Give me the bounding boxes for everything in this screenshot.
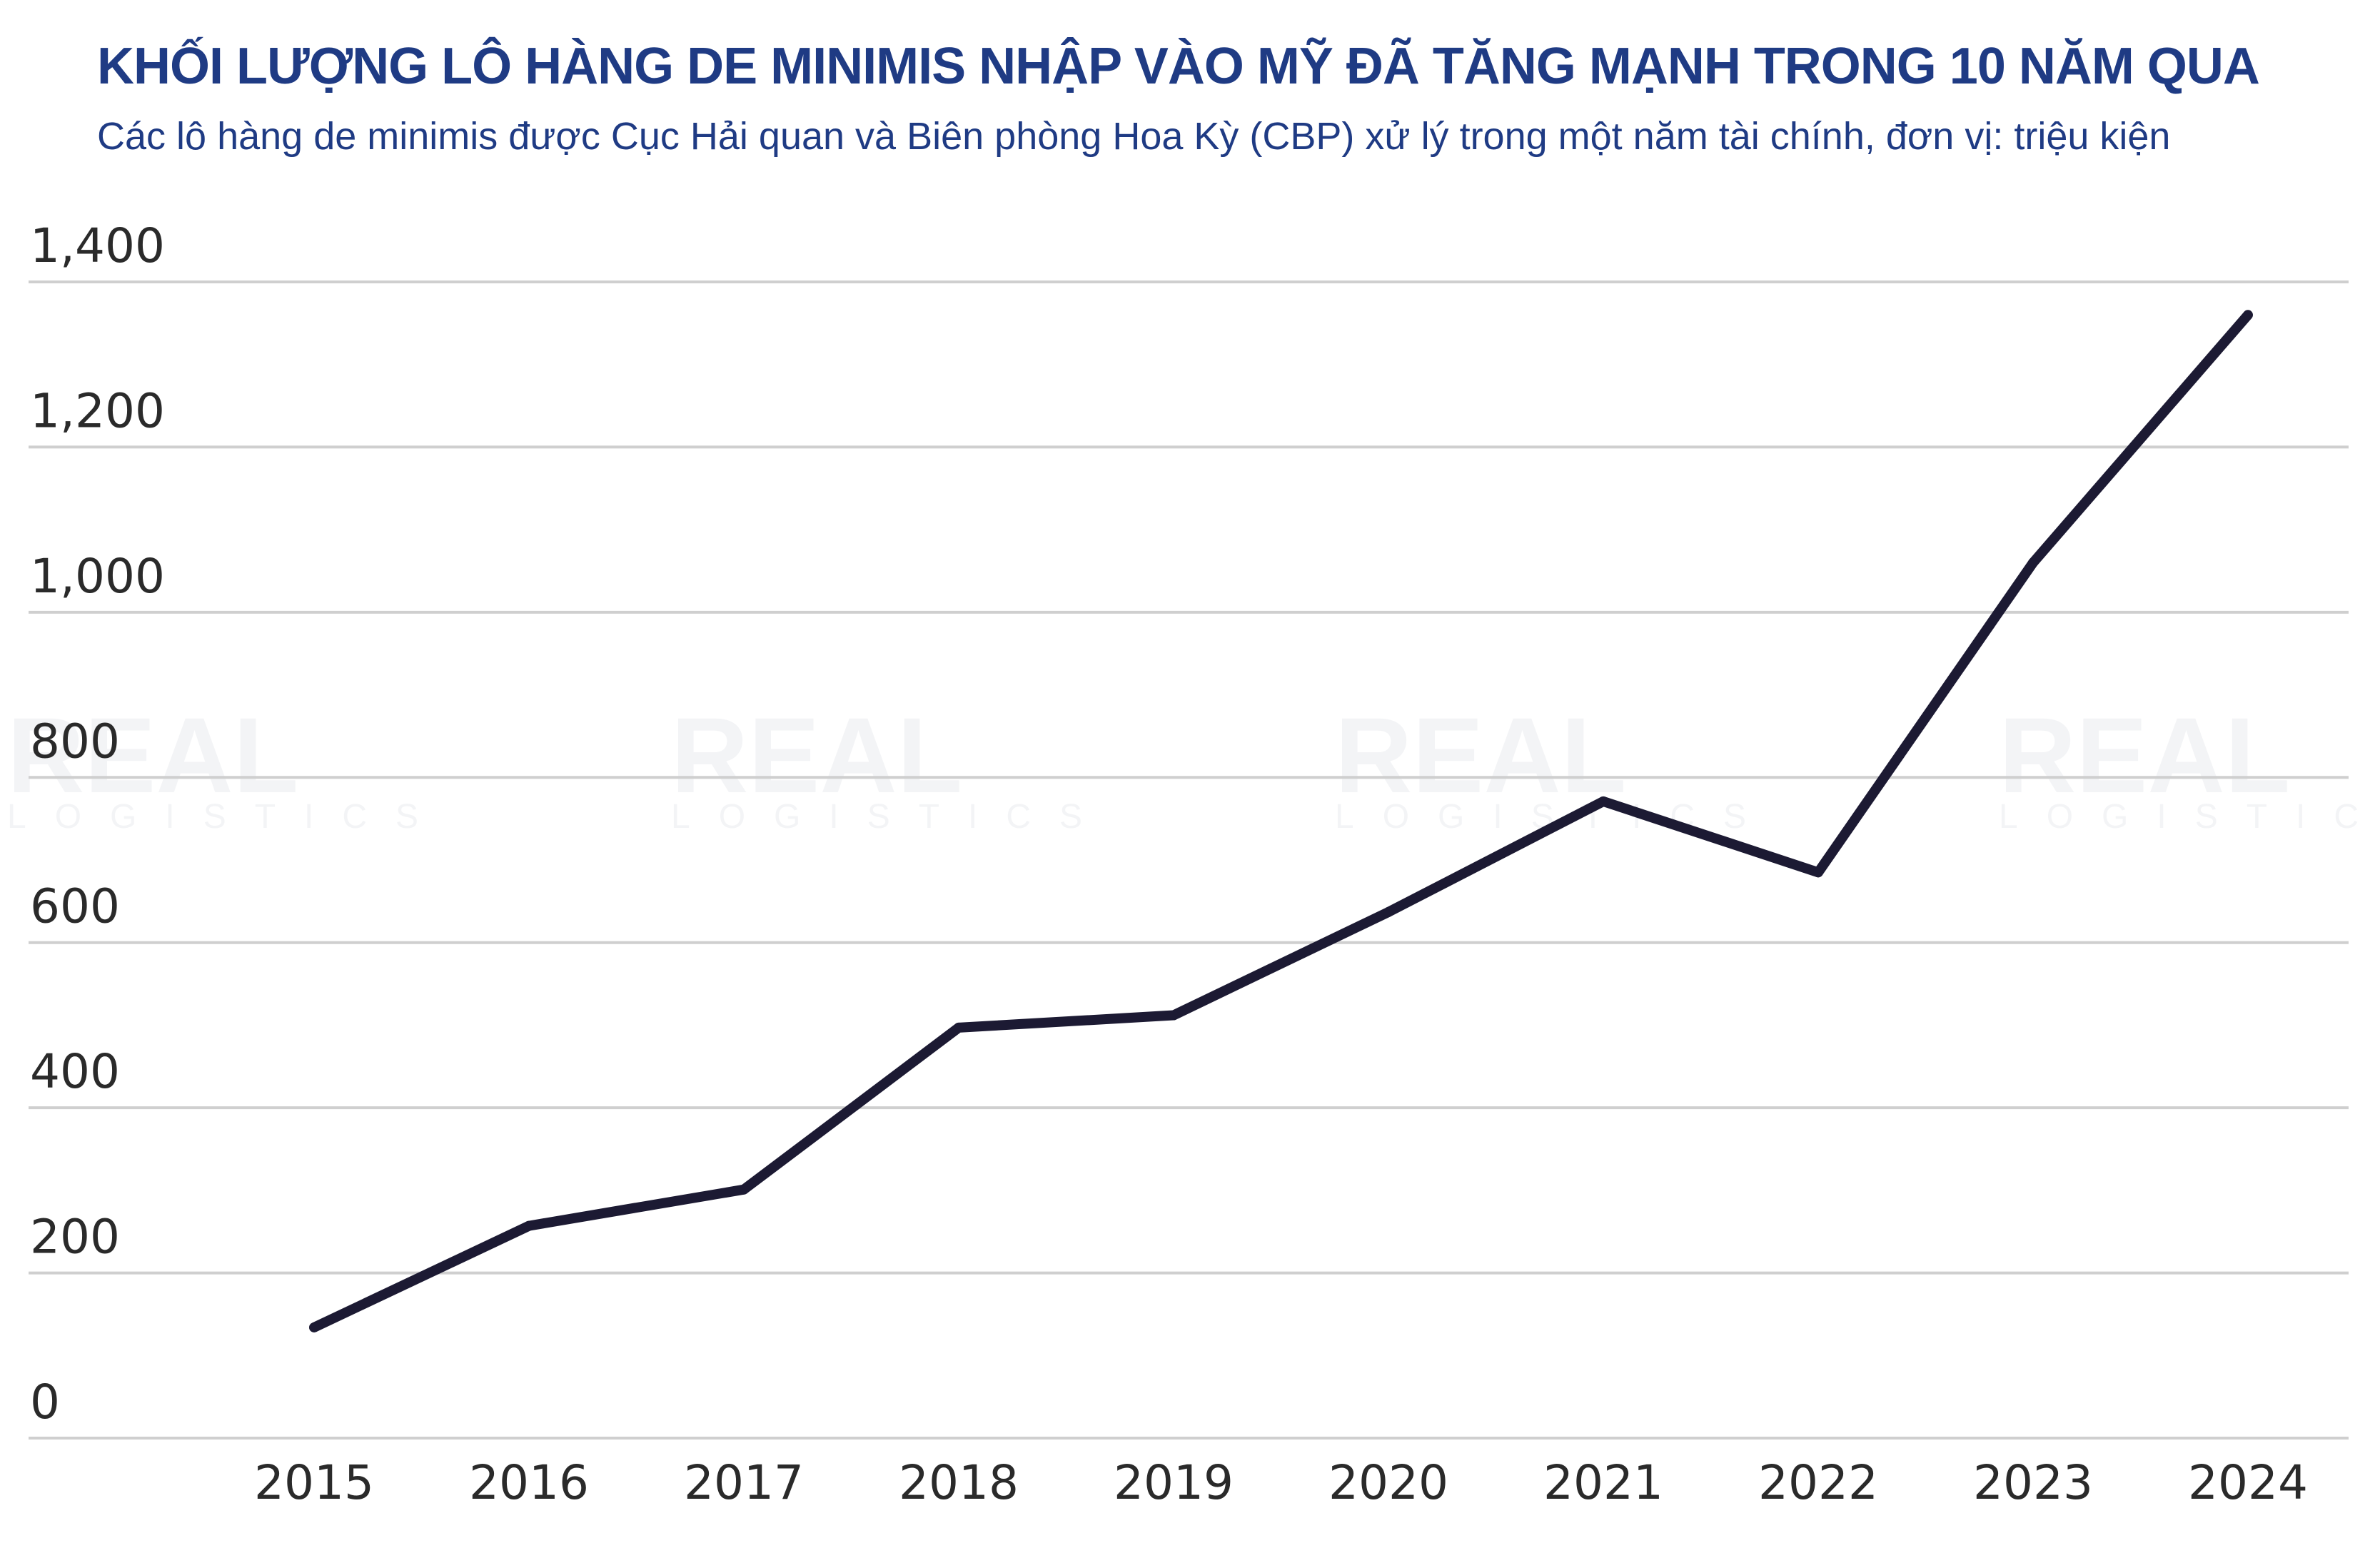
watermark-logo: REAL <box>7 695 298 815</box>
chart-subtitle: Các lô hàng de minimis được Cục Hải quan… <box>97 115 2171 158</box>
data-point <box>524 1220 534 1231</box>
watermark-logo-sub: LOGISTICS <box>1999 798 2380 836</box>
y-tick-label: 400 <box>30 1044 120 1099</box>
watermark: REALLOGISTICSREALLOGISTICSREALLOGISTICSR… <box>7 695 2380 836</box>
watermark-logo-sub: LOGISTICS <box>7 798 447 836</box>
data-point <box>2243 310 2253 320</box>
watermark-logo-sub: LOGISTICS <box>671 798 1111 836</box>
x-tick-label: 2024 <box>2188 1455 2308 1510</box>
data-point <box>1813 867 1823 878</box>
y-tick-label: 1,200 <box>30 383 165 438</box>
data-point <box>1383 906 1393 917</box>
x-axis-ticks: 2015 2016 2017 2018 2019 2020 2021 2022 2023 2024 <box>254 1455 2308 1510</box>
x-tick-label: 2017 <box>684 1455 804 1510</box>
x-tick-label: 2019 <box>1114 1455 1234 1510</box>
chart-title: KHỐI LƯỢNG LÔ HÀNG DE MINIMIS NHẬP VÀO M… <box>97 38 2260 95</box>
x-tick-label: 2023 <box>1973 1455 2093 1510</box>
data-point <box>1598 796 1608 806</box>
y-tick-label: 600 <box>30 879 120 934</box>
y-tick-label: 200 <box>30 1210 120 1265</box>
data-point <box>739 1184 749 1195</box>
y-tick-label: 800 <box>30 714 120 769</box>
x-tick-label: 2016 <box>469 1455 589 1510</box>
watermark-logo: REAL <box>671 695 962 815</box>
series-line <box>312 311 2252 1332</box>
series-layer <box>309 310 2253 1332</box>
y-tick-label: 1,000 <box>30 549 165 604</box>
data-point <box>1169 1010 1179 1021</box>
x-tick-label: 2020 <box>1328 1455 1448 1510</box>
data-point <box>954 1022 964 1033</box>
gridlines <box>29 280 2349 1440</box>
watermark-logo: REAL <box>1335 695 1626 815</box>
x-tick-label: 2015 <box>254 1455 374 1510</box>
y-tick-label: 1,400 <box>30 218 165 273</box>
x-tick-label: 2021 <box>1543 1455 1663 1510</box>
x-tick-label: 2018 <box>899 1455 1019 1510</box>
data-point <box>309 1322 319 1332</box>
watermark-logo: REAL <box>1999 695 2290 815</box>
x-tick-label: 2022 <box>1758 1455 1878 1510</box>
y-axis-ticks: 0 200 400 600 800 1,000 1,200 1,400 <box>30 218 165 1430</box>
data-point <box>2028 557 2038 568</box>
y-tick-label: 0 <box>30 1375 60 1430</box>
